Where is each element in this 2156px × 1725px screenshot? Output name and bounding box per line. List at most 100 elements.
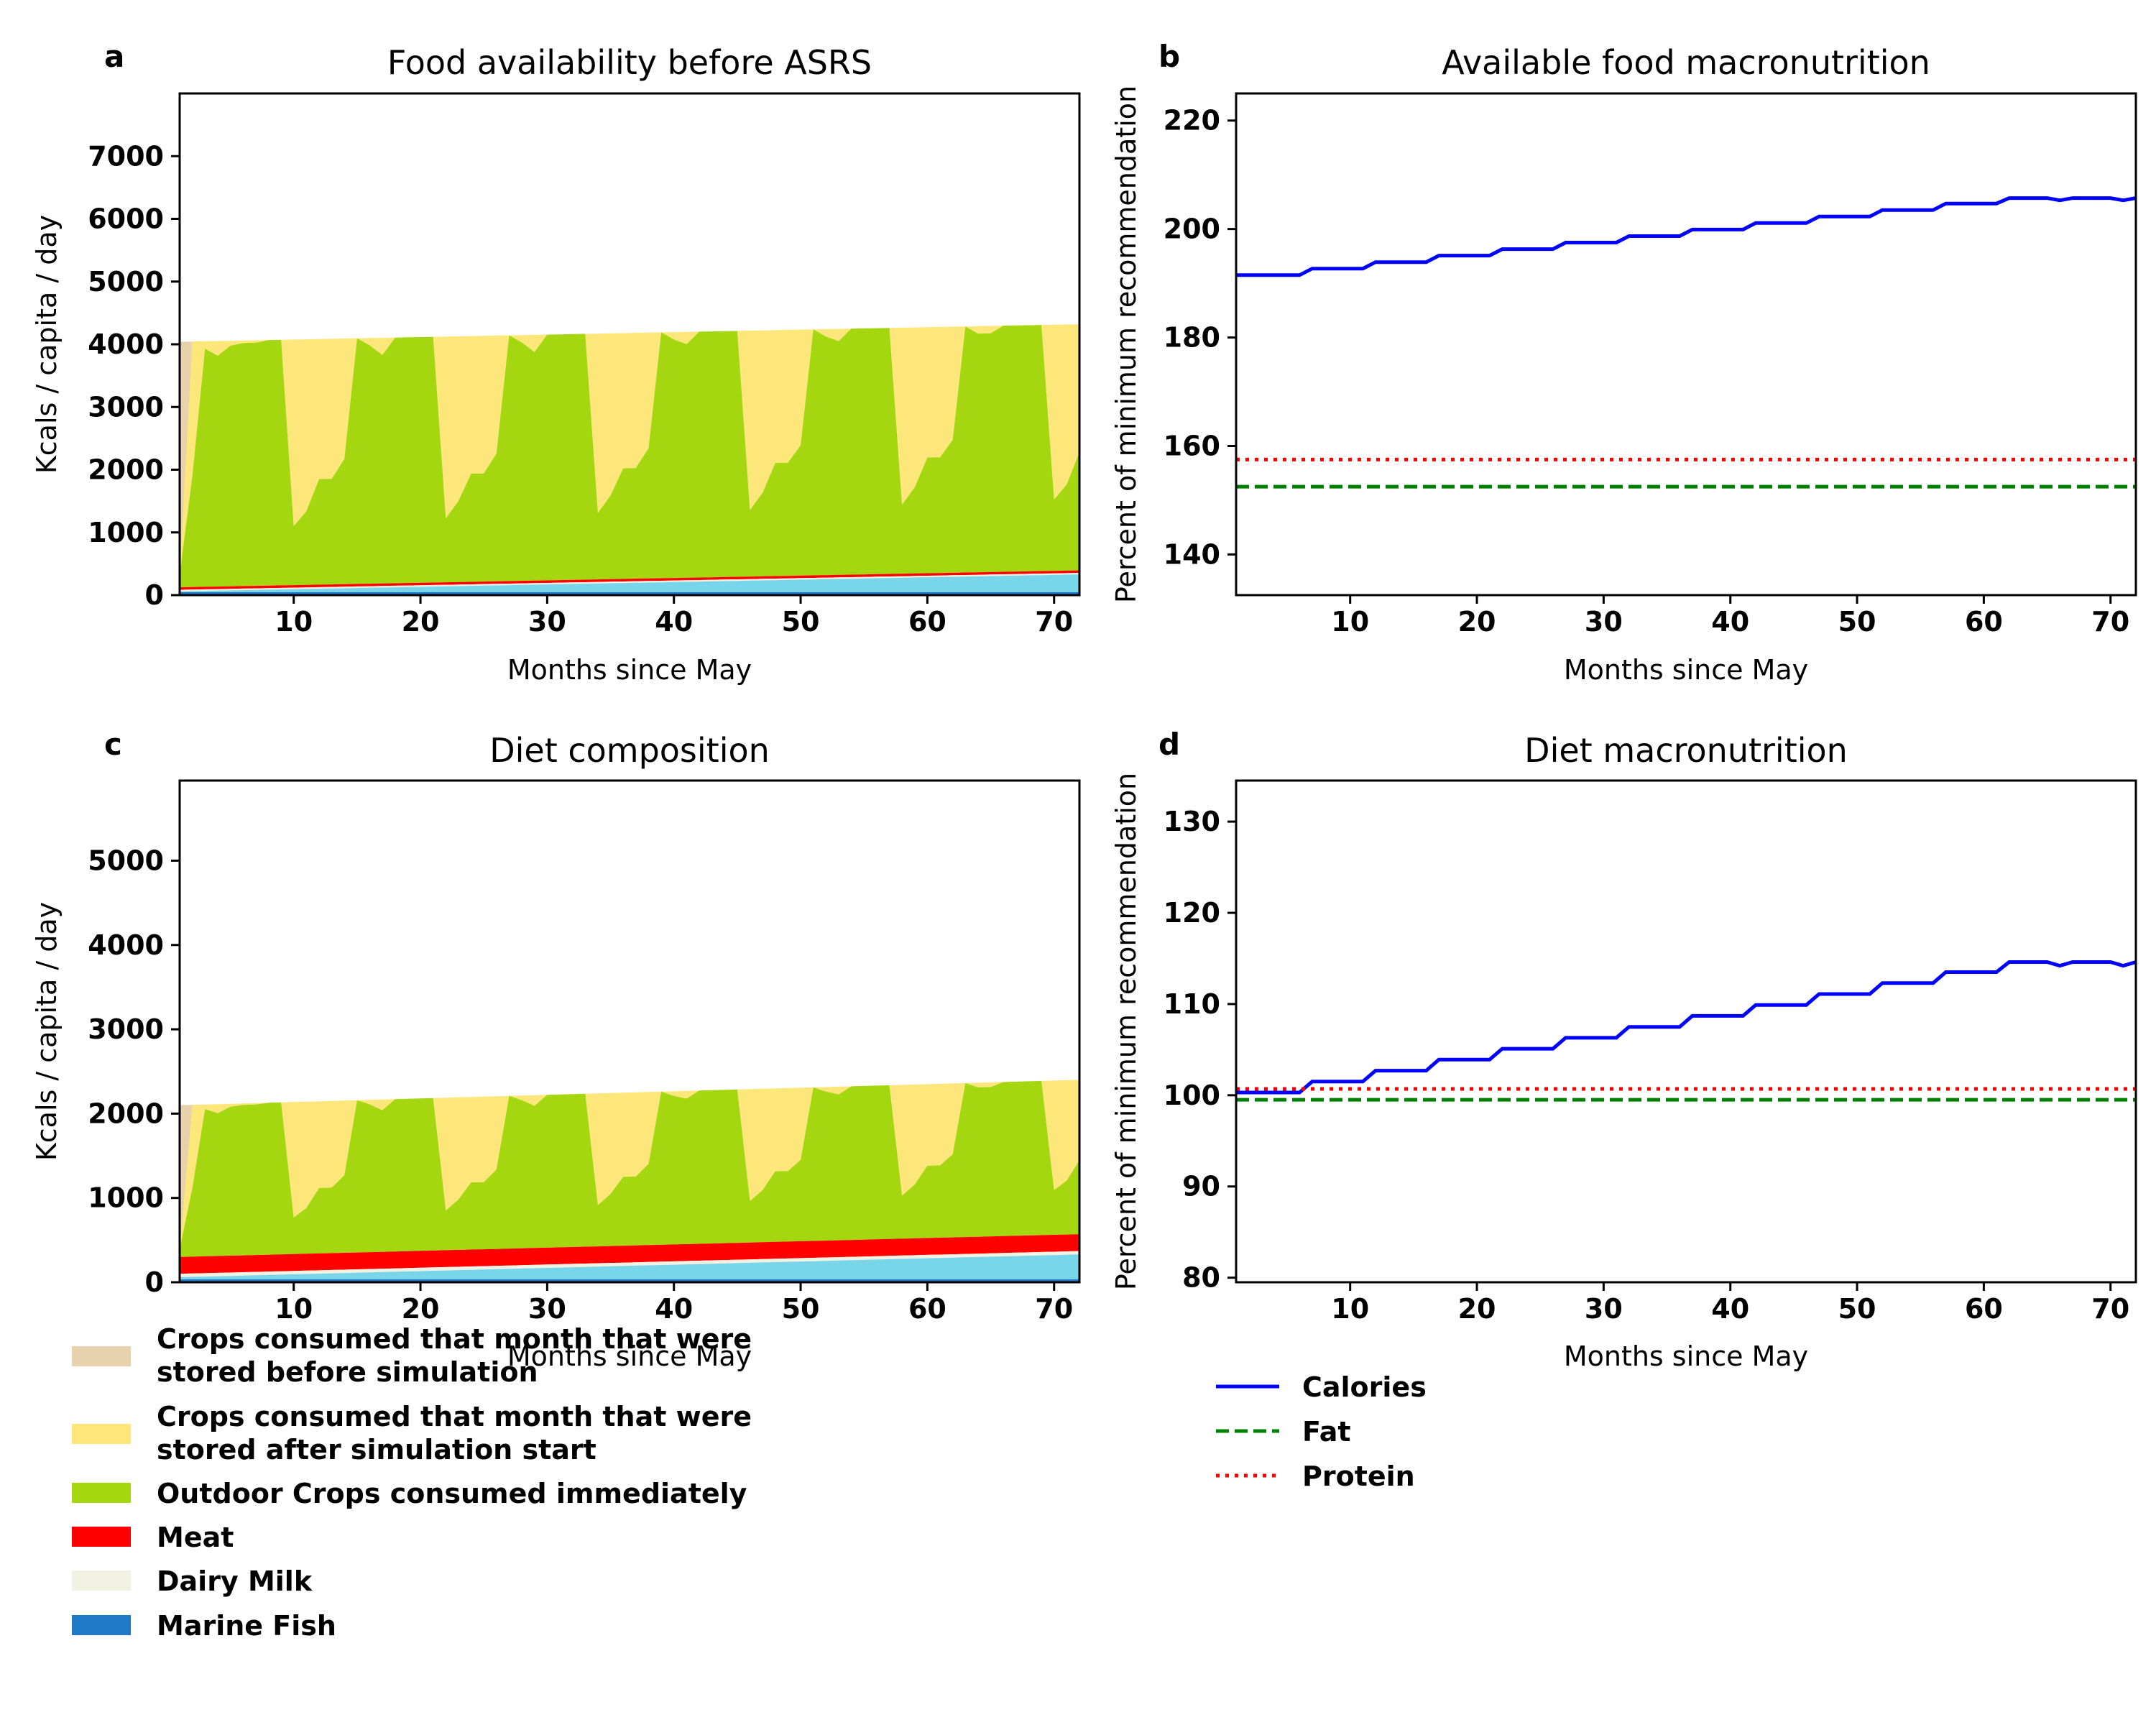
legend-label-outdoor: Outdoor Crops consumed immediately xyxy=(157,1478,747,1509)
legend-label-stored-before-2: stored before simulation xyxy=(157,1356,538,1388)
x-tick-label: 50 xyxy=(782,606,820,638)
x-tick-label: 10 xyxy=(1331,606,1369,638)
panel-c-frame xyxy=(178,779,1081,1284)
y-tick-label: 3000 xyxy=(88,391,164,423)
area-meat xyxy=(180,570,1079,590)
y-tick-label: 130 xyxy=(1164,806,1220,837)
panel-c-title: Diet composition xyxy=(489,731,770,770)
y-tick-label: 2000 xyxy=(88,454,164,486)
panel-d-ylabel: Percent of minimum recommendation xyxy=(1110,773,1142,1290)
panel-c-ticks: 10 20 30 40 50 60 70 0 1000 2000 3000 4000 5000 xyxy=(88,845,1073,1325)
x-tick-label: 20 xyxy=(402,1293,440,1325)
x-tick-label: 70 xyxy=(1035,606,1073,638)
y-tick-label: 120 xyxy=(1164,897,1220,929)
panel-b-title: Available food macronutrition xyxy=(1442,43,1930,82)
x-tick-label: 50 xyxy=(1838,1293,1876,1325)
legend-label-stored-after-1: Crops consumed that month that were xyxy=(157,1401,752,1432)
area-dairy-milk xyxy=(180,573,1079,592)
x-tick-label: 20 xyxy=(1458,1293,1496,1325)
y-tick-label: 7000 xyxy=(88,140,164,172)
panel-b-ticks: 10 20 30 40 50 60 70 140 160 180 200 220 xyxy=(1164,105,2130,638)
y-tick-label: 0 xyxy=(145,1266,164,1298)
panel-d-letter: d xyxy=(1158,727,1180,762)
legend-label-calories: Calories xyxy=(1302,1371,1427,1403)
area-stored-after xyxy=(180,1080,1079,1250)
x-tick-label: 40 xyxy=(655,606,693,638)
y-tick-label: 4000 xyxy=(88,929,164,961)
legend-label-dairy: Dairy Milk xyxy=(157,1565,313,1597)
panel-b-letter: b xyxy=(1158,39,1180,74)
legend-label-stored-after-2: stored after simulation start xyxy=(157,1434,596,1466)
panel-b-plot-area xyxy=(1236,196,2137,489)
panel-b-ylabel: Percent of minimum recommendation xyxy=(1110,86,1142,603)
legend-swatch-dairy xyxy=(72,1570,131,1591)
y-tick-label: 6000 xyxy=(88,203,164,235)
legend-swatch-stored-after xyxy=(72,1424,131,1444)
area-layers xyxy=(180,324,1079,595)
y-tick-label: 100 xyxy=(1164,1080,1220,1111)
y-tick-label: 80 xyxy=(1182,1262,1220,1294)
panel-a-ticks: 10 20 30 40 50 60 70 0 1000 2000 3000 4000 5000 6000 7… xyxy=(88,140,1073,638)
x-tick-label: 40 xyxy=(655,1293,693,1325)
legend-label-meat: Meat xyxy=(157,1522,234,1553)
y-tick-label: 5000 xyxy=(88,266,164,298)
y-tick-label: 4000 xyxy=(88,328,164,360)
panel-c-plot-area xyxy=(180,1080,1079,1282)
panel-c-letter: c xyxy=(104,727,122,762)
legend-swatch-stored-before xyxy=(72,1346,131,1366)
panel-d-chart: 10 20 30 40 50 60 70 80 90 100 110 120 130 d Diet ma… xyxy=(1110,727,2137,1372)
y-tick-label: 2000 xyxy=(88,1098,164,1129)
x-tick-label: 30 xyxy=(528,606,566,638)
y-tick-label: 200 xyxy=(1164,213,1220,245)
x-tick-label: 30 xyxy=(528,1293,566,1325)
y-tick-label: 3000 xyxy=(88,1013,164,1045)
x-tick-label: 70 xyxy=(1035,1293,1073,1325)
panel-a-plot-area xyxy=(180,324,1079,595)
panel-d-xlabel: Months since May xyxy=(1564,1340,1808,1372)
legend-swatch-outdoor xyxy=(72,1483,131,1503)
panel-d-frame xyxy=(1235,779,2137,1284)
x-tick-label: 20 xyxy=(402,606,440,638)
y-tick-label: 1000 xyxy=(88,517,164,548)
y-tick-label: 110 xyxy=(1164,988,1220,1020)
panel-b-frame xyxy=(1235,92,2137,597)
x-tick-label: 10 xyxy=(275,606,313,638)
panel-a-xlabel: Months since May xyxy=(507,654,752,686)
panel-b-chart: 10 20 30 40 50 60 70 140 160 180 200 220 b Availabl… xyxy=(1110,39,2137,686)
area-meat xyxy=(180,1234,1079,1274)
x-tick-label: 60 xyxy=(908,606,946,638)
x-tick-label: 50 xyxy=(1838,606,1876,638)
x-tick-label: 10 xyxy=(1331,1293,1369,1325)
panel-c-ylabel: Kcals / capita / day xyxy=(31,902,63,1161)
x-tick-label: 60 xyxy=(1965,1293,2003,1325)
legend-label-stored-before-1: Crops consumed that month that were xyxy=(157,1323,752,1355)
x-tick-label: 30 xyxy=(1585,1293,1623,1325)
panel-d-ticks: 10 20 30 40 50 60 70 80 90 100 110 120 130 xyxy=(1164,806,2130,1325)
panel-c-xlabel: Months since May xyxy=(507,1340,752,1372)
x-tick-label: 60 xyxy=(908,1293,946,1325)
legend-label-fat: Fat xyxy=(1302,1416,1351,1448)
area-marine-fish xyxy=(180,574,1079,595)
panel-a-title: Food availability before ASRS xyxy=(387,43,872,82)
x-tick-label: 30 xyxy=(1585,606,1623,638)
y-tick-label: 140 xyxy=(1164,538,1220,570)
panel-d-title: Diet macronutrition xyxy=(1524,731,1848,770)
panel-a-letter: a xyxy=(104,39,124,74)
area-layers xyxy=(180,1080,1079,1282)
legend-food-sources: Crops consumed that month that were stor… xyxy=(72,1323,752,1642)
series-calories-line xyxy=(1236,960,2137,1095)
legend-swatch-fish xyxy=(72,1615,131,1635)
panel-d-plot-area xyxy=(1236,960,2137,1102)
x-tick-label: 10 xyxy=(275,1293,313,1325)
y-tick-label: 90 xyxy=(1182,1171,1220,1202)
panel-c-chart: 10 20 30 40 50 60 70 0 1000 2000 3000 4000 5000 c Di… xyxy=(31,727,1081,1372)
panel-b-xlabel: Months since May xyxy=(1564,654,1808,686)
legend-swatch-meat xyxy=(72,1527,131,1547)
legend-label-fish: Marine Fish xyxy=(157,1610,336,1642)
y-tick-label: 5000 xyxy=(88,845,164,876)
area-outdoor-crops xyxy=(180,1080,1079,1257)
panel-a-ylabel: Kcals / capita / day xyxy=(31,215,63,474)
x-tick-label: 50 xyxy=(782,1293,820,1325)
legend-macronutrients: Calories Fat Protein xyxy=(1216,1371,1427,1492)
